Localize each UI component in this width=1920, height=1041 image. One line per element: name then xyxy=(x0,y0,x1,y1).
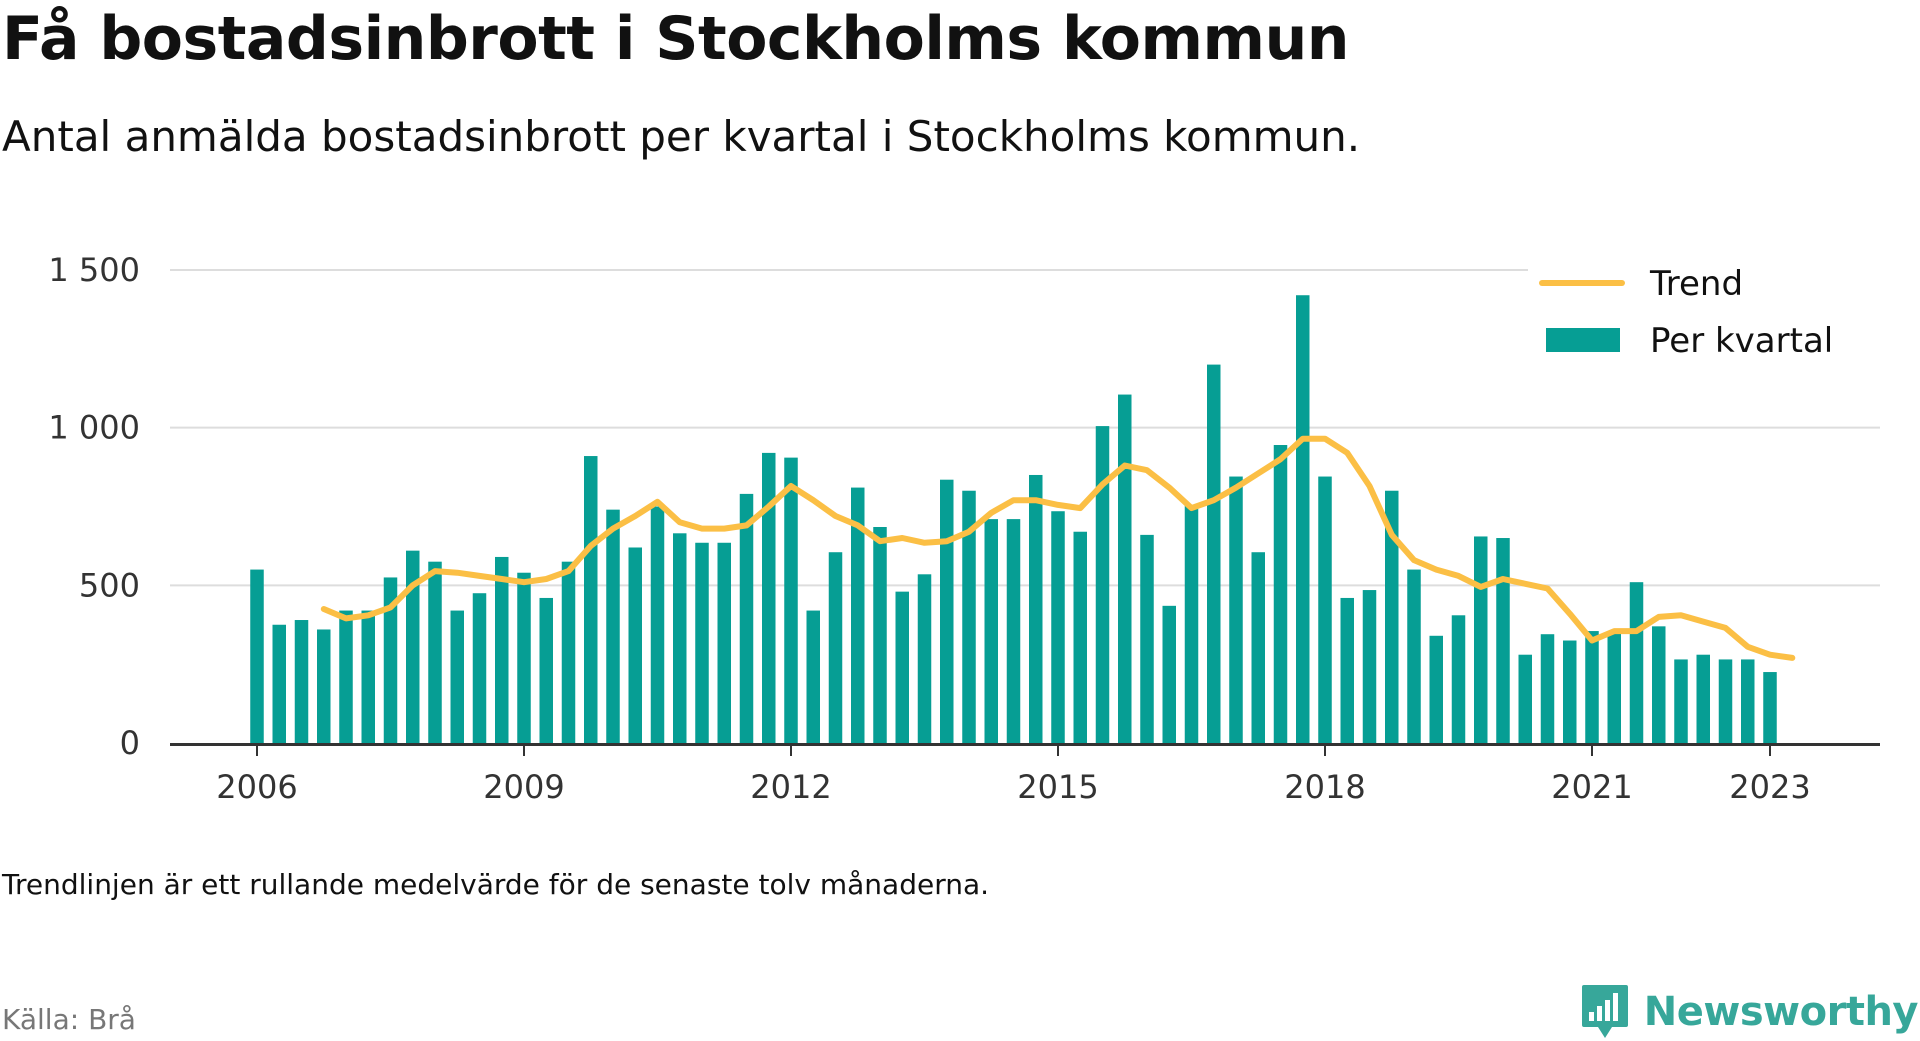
bar xyxy=(1741,659,1755,743)
x-tick-label: 2023 xyxy=(1729,768,1810,806)
trend-series xyxy=(320,435,1796,661)
bar xyxy=(1674,659,1688,743)
bar xyxy=(272,624,286,743)
source-credit: Källa: Brå xyxy=(2,1003,136,1036)
bar xyxy=(1273,445,1288,743)
legend: Trend Per kvartal xyxy=(1528,255,1886,385)
bar xyxy=(1095,426,1110,743)
bar xyxy=(1184,504,1199,743)
bar xyxy=(717,542,731,743)
bar xyxy=(628,547,642,743)
bar xyxy=(673,533,687,743)
bar xyxy=(561,561,576,743)
bar xyxy=(584,456,598,743)
y-tick-label: 500 xyxy=(79,566,140,604)
bar xyxy=(917,574,932,743)
bar xyxy=(539,597,553,743)
legend-bar-swatch xyxy=(1546,328,1620,352)
bar xyxy=(1696,654,1710,743)
bar xyxy=(495,556,509,743)
bar xyxy=(1118,394,1132,743)
bar xyxy=(984,519,998,743)
y-tick-label: 1 500 xyxy=(48,251,140,289)
newsworthy-logo-icon xyxy=(1581,985,1628,1038)
chart-subtitle: Antal anmälda bostadsinbrott per kvartal… xyxy=(2,112,1361,161)
bar xyxy=(606,509,620,743)
bar xyxy=(1407,569,1421,743)
bar xyxy=(1518,654,1532,743)
y-axis-labels: 0 500 1 000 1 500 xyxy=(48,251,140,762)
bar xyxy=(762,452,776,743)
bar xyxy=(294,620,309,743)
bar xyxy=(851,487,865,743)
bar xyxy=(1563,640,1577,743)
bar xyxy=(873,527,887,743)
legend-background xyxy=(1528,255,1886,385)
bar xyxy=(1585,631,1599,743)
bar xyxy=(784,457,798,743)
bar xyxy=(1051,511,1065,743)
bar xyxy=(1207,364,1221,743)
bar xyxy=(1251,552,1265,743)
trend-line xyxy=(320,435,1796,661)
bar xyxy=(1318,476,1332,743)
bar xyxy=(1540,634,1555,743)
bar xyxy=(1073,531,1087,743)
x-tick-label: 2009 xyxy=(483,768,564,806)
x-tick-label: 2012 xyxy=(750,768,831,806)
bar xyxy=(1652,626,1666,743)
bar xyxy=(1296,295,1310,743)
x-axis: 2006 2009 2012 2015 2018 2021 2023 xyxy=(170,743,1880,806)
bar xyxy=(472,593,487,743)
bar xyxy=(1029,474,1043,743)
bar xyxy=(1340,597,1354,743)
bar xyxy=(1429,635,1443,743)
bar xyxy=(383,577,398,743)
x-tick-label: 2015 xyxy=(1017,768,1098,806)
bar xyxy=(1496,538,1510,743)
bar xyxy=(1607,631,1621,743)
bar xyxy=(361,610,375,743)
x-tick-label: 2018 xyxy=(1284,768,1365,806)
bar xyxy=(1229,476,1243,743)
bar xyxy=(1162,605,1176,743)
bar xyxy=(1451,615,1466,743)
bar xyxy=(317,629,331,743)
bar xyxy=(940,479,954,743)
bar xyxy=(1718,659,1733,743)
bar xyxy=(895,591,909,743)
x-tick-label: 2006 xyxy=(216,768,297,806)
brand-name: Newsworthy xyxy=(1643,989,1919,1035)
bar xyxy=(1385,490,1399,743)
bar xyxy=(695,542,709,743)
x-tick-label: 2021 xyxy=(1551,768,1632,806)
bar xyxy=(962,490,976,743)
bar xyxy=(1140,534,1154,743)
chart-title: Få bostadsinbrott i Stockholms kommun xyxy=(2,4,1350,74)
bar xyxy=(739,493,754,743)
legend-trend-label: Trend xyxy=(1649,264,1743,304)
brand-logo: Newsworthy xyxy=(1580,983,1919,1041)
bar xyxy=(1629,582,1644,743)
y-tick-label: 1 000 xyxy=(48,409,140,447)
legend-bar-label: Per kvartal xyxy=(1650,321,1833,361)
bar xyxy=(806,610,820,743)
bar xyxy=(406,550,420,743)
bar xyxy=(828,552,843,743)
bar xyxy=(1006,519,1021,743)
bar xyxy=(1362,590,1377,743)
bar xyxy=(650,506,665,743)
y-tick-label: 0 xyxy=(120,724,140,762)
bar xyxy=(339,610,353,743)
bar xyxy=(428,561,442,743)
bar xyxy=(1763,672,1777,743)
footnote: Trendlinjen är ett rullande medelvärde f… xyxy=(2,868,990,901)
bar xyxy=(517,572,531,743)
bar-series xyxy=(250,295,1777,743)
bar xyxy=(450,610,464,743)
bar xyxy=(1474,536,1488,743)
bar xyxy=(250,569,264,743)
